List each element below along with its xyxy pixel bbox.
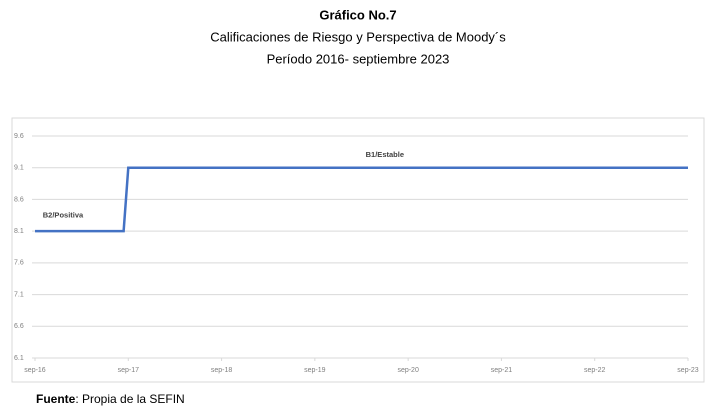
x-tick-label: sep-22 — [584, 367, 606, 374]
source-label: Fuente — [36, 392, 76, 406]
x-tick-label: sep-21 — [491, 367, 513, 374]
y-tick-label: 6.6 — [14, 323, 24, 330]
annotation: B1/Estable — [366, 150, 404, 159]
x-tick-label: sep-18 — [211, 367, 233, 374]
chart-subtitle: Período 2016- septiembre 2023 — [267, 51, 450, 66]
source: Fuente: Propia de la SEFIN — [36, 392, 185, 406]
y-tick-label: 7.6 — [14, 260, 24, 267]
x-tick-label: sep-19 — [304, 367, 326, 374]
y-tick-label: 6.1 — [14, 355, 24, 362]
source-text: : Propia de la SEFIN — [75, 392, 184, 406]
y-tick-label: 8.1 — [14, 228, 24, 235]
y-tick-label: 7.1 — [14, 291, 24, 298]
x-tick-label: sep-23 — [677, 367, 699, 374]
y-tick-label: 8.6 — [14, 196, 24, 203]
x-tick-label: sep-16 — [24, 367, 46, 374]
y-tick-label: 9.6 — [14, 133, 24, 140]
line-series — [35, 166, 688, 233]
x-tick-label: sep-17 — [118, 367, 140, 374]
annotation: B2/Positiva — [43, 210, 84, 219]
chart-subtitle: Calificaciones de Riesgo y Perspectiva d… — [210, 29, 506, 44]
y-tick-label: 9.1 — [14, 165, 24, 172]
x-tick-label: sep-20 — [397, 367, 419, 374]
chart-title: Gráfico No.7 — [319, 7, 396, 22]
chart-frame — [11, 117, 705, 383]
